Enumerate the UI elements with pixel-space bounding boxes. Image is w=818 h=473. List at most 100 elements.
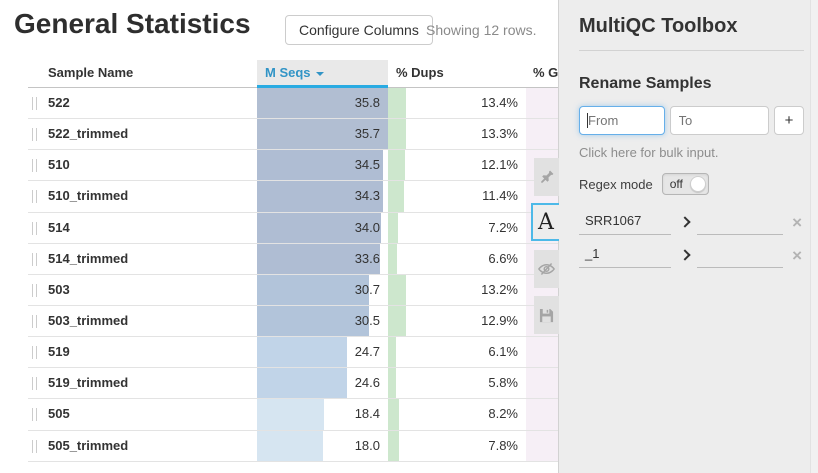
toolbox-title: MultiQC Toolbox bbox=[579, 15, 738, 37]
dups-cell: 13.3% bbox=[388, 119, 526, 150]
panel-right-strip bbox=[810, 0, 818, 473]
rename-to-input[interactable] bbox=[669, 106, 769, 135]
dups-value: 7.8% bbox=[488, 437, 518, 453]
mseqs-value: 30.5 bbox=[354, 312, 380, 328]
drag-handle-icon[interactable] bbox=[32, 408, 37, 422]
dups-value: 7.2% bbox=[488, 219, 518, 235]
page-title: General Statistics bbox=[14, 8, 251, 39]
rename-from-input[interactable] bbox=[579, 106, 665, 135]
dups-value: 11.4% bbox=[482, 188, 518, 204]
drag-handle-icon[interactable] bbox=[32, 128, 37, 142]
sort-caret-icon bbox=[315, 71, 324, 76]
mseqs-cell: 35.8 bbox=[257, 88, 388, 119]
mseqs-value: 30.7 bbox=[354, 281, 380, 297]
mseqs-cell: 30.5 bbox=[257, 305, 388, 337]
dups-value: 12.1% bbox=[481, 157, 518, 173]
add-rename-button[interactable]: + bbox=[774, 106, 804, 135]
mseqs-bar bbox=[257, 88, 388, 119]
dups-cell: 12.1% bbox=[388, 150, 526, 181]
dups-bar bbox=[388, 88, 407, 119]
dups-bar bbox=[388, 212, 398, 243]
sample-name: 519 bbox=[48, 344, 70, 360]
sample-name: 503_trimmed bbox=[48, 312, 129, 328]
drag-handle-icon[interactable] bbox=[32, 97, 37, 110]
sample-name: 503 bbox=[48, 281, 70, 297]
dups-value: 8.2% bbox=[488, 406, 518, 422]
dups-cell: 6.6% bbox=[388, 243, 526, 274]
dups-bar bbox=[388, 305, 406, 337]
regex-toggle[interactable]: off bbox=[661, 173, 709, 195]
column-header-mseqs[interactable]: M Seqs bbox=[257, 60, 388, 88]
rename-patterns-list: SRR1067 × _1 × bbox=[579, 211, 804, 268]
drag-handle-icon[interactable] bbox=[32, 346, 37, 360]
mseqs-bar bbox=[257, 399, 325, 430]
toolbox-tab-highlight[interactable] bbox=[534, 158, 559, 196]
mseqs-cell: 35.7 bbox=[257, 119, 388, 150]
sample-name: 505_trimmed bbox=[48, 437, 129, 453]
drag-handle-icon[interactable] bbox=[32, 283, 37, 297]
dups-cell: 7.2% bbox=[388, 212, 526, 243]
toolbox-tab-save[interactable] bbox=[534, 296, 559, 334]
dups-bar bbox=[388, 150, 405, 181]
mseqs-value: 24.6 bbox=[354, 375, 380, 391]
column-header-dups[interactable]: % Dups bbox=[396, 65, 444, 80]
sample-name: 505 bbox=[48, 406, 70, 422]
mseqs-value: 18.4 bbox=[354, 406, 380, 422]
mseqs-bar bbox=[257, 150, 384, 181]
pattern-from-field[interactable]: _1 bbox=[579, 244, 671, 268]
text-cursor bbox=[587, 113, 588, 128]
mseqs-value: 34.5 bbox=[354, 157, 380, 173]
mseqs-bar bbox=[257, 430, 323, 461]
pattern-from-field[interactable]: SRR1067 bbox=[579, 211, 671, 235]
pattern-to-field[interactable] bbox=[697, 211, 783, 235]
column-header-sample-name[interactable]: Sample Name bbox=[48, 65, 134, 80]
dups-value: 6.1% bbox=[488, 344, 518, 360]
mseqs-cell: 34.0 bbox=[257, 212, 388, 243]
regex-toggle-state: off bbox=[669, 177, 683, 191]
dups-cell: 12.9% bbox=[388, 305, 526, 337]
delete-pattern-icon[interactable]: × bbox=[792, 213, 802, 232]
mseqs-value: 24.7 bbox=[354, 344, 380, 360]
chevron-right-icon bbox=[679, 249, 691, 261]
drag-handle-icon[interactable] bbox=[32, 190, 37, 204]
bulk-input-link[interactable]: Click here for bulk input. bbox=[579, 145, 719, 160]
delete-pattern-icon[interactable]: × bbox=[792, 246, 802, 265]
configure-columns-button[interactable]: Configure Columns bbox=[285, 15, 433, 45]
sample-name: 514_trimmed bbox=[48, 250, 129, 266]
drag-handle-icon[interactable] bbox=[32, 159, 37, 173]
rename-pattern-row: _1 × bbox=[579, 244, 804, 268]
drag-handle-icon[interactable] bbox=[32, 439, 37, 453]
table-header-row: Sample Name M Seqs % Dups % GC bbox=[28, 60, 768, 88]
mseqs-bar bbox=[257, 181, 383, 212]
mseqs-value: 34.0 bbox=[354, 219, 380, 235]
dups-bar bbox=[388, 243, 398, 274]
pushpin-icon bbox=[541, 170, 554, 183]
drag-handle-icon[interactable] bbox=[32, 221, 37, 235]
sample-name: 510_trimmed bbox=[48, 188, 129, 204]
dups-value: 13.2% bbox=[481, 281, 518, 297]
mseqs-bar bbox=[257, 212, 382, 243]
dups-bar bbox=[388, 181, 404, 212]
mseqs-bar bbox=[257, 274, 370, 305]
rename-pattern-row: SRR1067 × bbox=[579, 211, 804, 235]
dups-bar bbox=[388, 337, 397, 368]
toolbox-tab-rename[interactable]: A bbox=[531, 203, 559, 241]
sample-name: 514 bbox=[48, 219, 70, 235]
toolbox-tab-hide-samples[interactable] bbox=[534, 250, 559, 288]
chevron-right-icon bbox=[679, 216, 691, 228]
eye-slash-icon bbox=[538, 262, 555, 276]
mseqs-cell: 18.4 bbox=[257, 399, 388, 430]
drag-handle-icon[interactable] bbox=[32, 377, 37, 391]
sample-name: 510 bbox=[48, 157, 70, 173]
pattern-to-field[interactable] bbox=[697, 244, 783, 268]
floppy-icon bbox=[539, 308, 554, 322]
sample-name: 522_trimmed bbox=[48, 126, 129, 142]
mseqs-bar bbox=[257, 337, 348, 368]
drag-handle-icon[interactable] bbox=[32, 314, 37, 328]
dups-value: 6.6% bbox=[488, 250, 518, 266]
mseqs-value: 33.6 bbox=[354, 250, 380, 266]
toggle-knob-icon bbox=[689, 176, 706, 192]
drag-handle-icon[interactable] bbox=[32, 252, 37, 266]
mseqs-bar bbox=[257, 119, 388, 150]
